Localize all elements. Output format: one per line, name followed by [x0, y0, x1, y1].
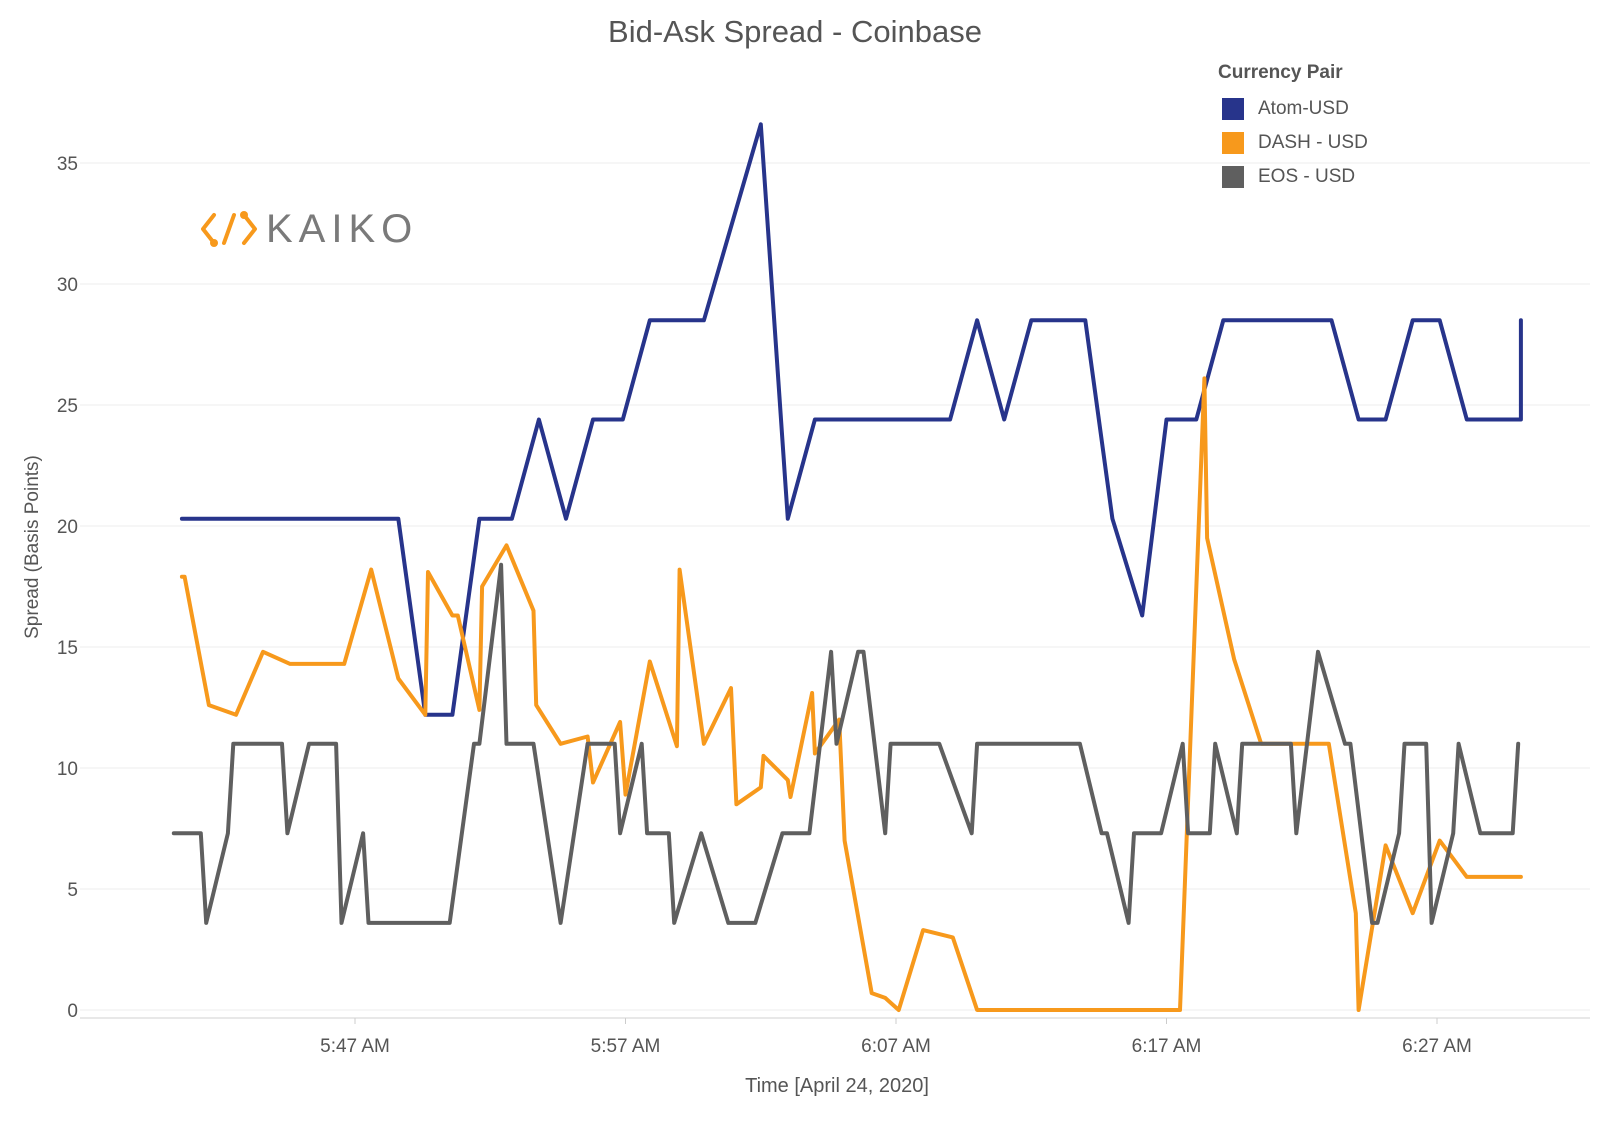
- legend-label-dash-usd: DASH - USD: [1258, 132, 1368, 153]
- kaiko-logo-icon: [201, 211, 257, 247]
- kaiko-logo-text: KAIKO: [266, 206, 419, 251]
- legend-label-atom-usd: Atom-USD: [1258, 98, 1349, 119]
- x-tick-label: 6:27 AM: [1402, 1036, 1472, 1057]
- legend: Currency Pair Atom-USD DASH - USD EOS - …: [1218, 62, 1368, 194]
- x-axis-label: Time [April 24, 2020]: [745, 1075, 929, 1097]
- series-lines: [171, 122, 1523, 1012]
- y-tick-label: 0: [67, 1001, 78, 1022]
- y-tick-label: 5: [67, 880, 78, 901]
- y-tick-label: 10: [57, 759, 78, 780]
- legend-item-dash-usd: DASH - USD: [1218, 126, 1368, 160]
- y-tick-label: 15: [57, 638, 78, 659]
- y-tick-label: 20: [57, 517, 78, 538]
- legend-swatch-dash-usd: [1222, 132, 1244, 154]
- y-tick-label: 25: [57, 396, 78, 417]
- series-line-eos-usd: [171, 562, 1521, 925]
- x-tick-label: 6:07 AM: [861, 1036, 931, 1057]
- y-tick-label: 35: [57, 154, 78, 175]
- chart-title: Bid-Ask Spread - Coinbase: [608, 14, 982, 49]
- y-tick-label: 30: [57, 275, 78, 296]
- x-tick-label: 6:17 AM: [1132, 1036, 1202, 1057]
- x-tick-label: 5:57 AM: [591, 1036, 661, 1057]
- legend-label-eos-usd: EOS - USD: [1258, 166, 1356, 187]
- y-axis-label: Spread (Basis Points): [22, 455, 43, 639]
- x-axis-ticks: 5:47 AM 5:57 AM 6:07 AM 6:17 AM 6:27 AM: [320, 1018, 1472, 1057]
- legend-swatch-atom-usd: [1222, 98, 1244, 120]
- y-axis-ticks: 0 5 10 15 20 25 30 35: [57, 154, 78, 1022]
- x-tick-label: 5:47 AM: [320, 1036, 390, 1057]
- legend-item-atom-usd: Atom-USD: [1218, 92, 1368, 126]
- series-line-atom-usd: [179, 122, 1523, 717]
- grid-lines: [80, 162, 1590, 1011]
- legend-item-eos-usd: EOS - USD: [1218, 160, 1368, 194]
- legend-title: Currency Pair: [1218, 62, 1343, 83]
- kaiko-logo: KAIKO: [200, 204, 418, 254]
- series-line-dash-usd: [179, 376, 1523, 1012]
- legend-swatch-eos-usd: [1222, 166, 1244, 188]
